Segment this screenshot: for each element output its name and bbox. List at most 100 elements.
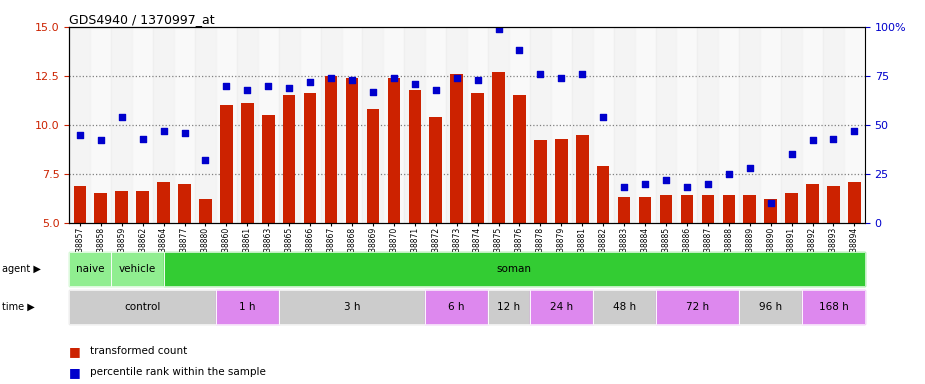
Bar [283, 95, 295, 223]
Bar [179, 184, 191, 223]
Bar [325, 76, 338, 223]
Bar [237, 27, 258, 223]
Bar [94, 193, 107, 223]
Bar [199, 199, 212, 223]
Point [282, 84, 297, 91]
Text: naive: naive [76, 264, 105, 274]
Bar [593, 27, 613, 223]
Bar [409, 89, 421, 223]
Bar [848, 182, 860, 223]
Bar [321, 27, 341, 223]
Bar [241, 103, 253, 223]
Point [261, 83, 276, 89]
Bar [701, 195, 714, 223]
Point [407, 81, 422, 87]
Bar [195, 27, 216, 223]
Bar [635, 27, 656, 223]
Bar [697, 27, 719, 223]
Text: 48 h: 48 h [612, 302, 635, 312]
Point [428, 86, 443, 93]
Bar [157, 182, 170, 223]
Bar [91, 27, 111, 223]
Point [512, 47, 527, 53]
Point [805, 137, 820, 144]
Point [700, 180, 715, 187]
Bar [613, 27, 635, 223]
Bar [513, 95, 525, 223]
Bar [383, 27, 404, 223]
Point [156, 127, 171, 134]
Bar [722, 195, 735, 223]
Text: percentile rank within the sample: percentile rank within the sample [90, 367, 265, 377]
Bar [676, 27, 697, 223]
Bar [785, 193, 798, 223]
Point [135, 136, 150, 142]
Bar [363, 27, 383, 223]
Bar [346, 78, 358, 223]
Point [177, 129, 191, 136]
Text: agent ▶: agent ▶ [2, 264, 41, 274]
Bar [530, 27, 551, 223]
Bar [744, 195, 756, 223]
Point [574, 71, 589, 77]
Point [596, 114, 611, 120]
Point [784, 151, 799, 157]
Bar [781, 27, 802, 223]
Bar [74, 185, 86, 223]
Bar [111, 27, 132, 223]
Bar [154, 27, 174, 223]
Point [115, 114, 130, 120]
Bar [760, 27, 781, 223]
Bar [555, 139, 568, 223]
Bar [572, 27, 593, 223]
Bar [429, 117, 442, 223]
Bar [262, 115, 275, 223]
Bar [388, 78, 401, 223]
Point [387, 75, 401, 81]
Text: 1 h: 1 h [239, 302, 255, 312]
Point [450, 75, 464, 81]
Bar [827, 185, 840, 223]
Text: 168 h: 168 h [819, 302, 848, 312]
Bar [656, 27, 676, 223]
Bar [802, 27, 823, 223]
Point [365, 88, 380, 94]
Bar [534, 141, 547, 223]
Point [72, 131, 87, 138]
Bar [764, 199, 777, 223]
Bar [300, 27, 321, 223]
Bar [116, 191, 128, 223]
Point [302, 79, 317, 85]
Bar [258, 27, 278, 223]
Text: GDS4940 / 1370997_at: GDS4940 / 1370997_at [68, 13, 215, 26]
Bar [426, 27, 446, 223]
Text: ■: ■ [69, 345, 81, 358]
Text: 72 h: 72 h [685, 302, 709, 312]
Bar [660, 195, 672, 223]
Bar [823, 27, 844, 223]
Point [345, 77, 360, 83]
Text: 6 h: 6 h [449, 302, 465, 312]
Bar [450, 74, 462, 223]
Point [554, 75, 569, 81]
Text: 96 h: 96 h [759, 302, 783, 312]
Text: 3 h: 3 h [344, 302, 360, 312]
Point [680, 184, 695, 190]
Bar [216, 27, 237, 223]
Bar [366, 109, 379, 223]
Bar [492, 72, 505, 223]
Bar [509, 27, 530, 223]
Bar [681, 195, 693, 223]
Bar [551, 27, 572, 223]
Bar [807, 184, 819, 223]
Point [847, 127, 862, 134]
Text: vehicle: vehicle [118, 264, 156, 274]
Point [659, 177, 673, 183]
Bar [404, 27, 426, 223]
Bar [446, 27, 467, 223]
Point [533, 71, 548, 77]
Bar [472, 93, 484, 223]
Bar [639, 197, 651, 223]
Point [219, 83, 234, 89]
Bar [69, 27, 91, 223]
